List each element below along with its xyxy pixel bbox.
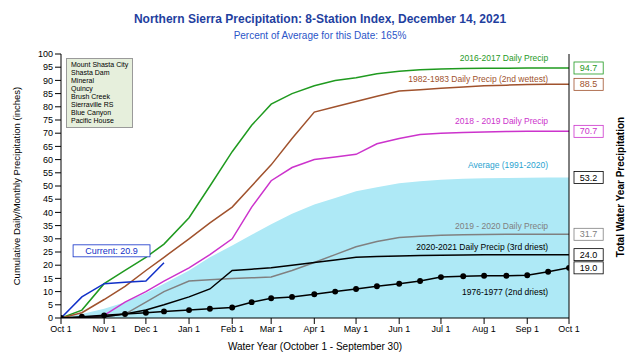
html-text:Pacific House: Pacific House: [71, 117, 114, 124]
svg-text:Feb 1: Feb 1: [221, 324, 244, 334]
svg-text:19.0: 19.0: [580, 263, 598, 273]
svg-text:90: 90: [43, 76, 53, 86]
svg-text:5: 5: [48, 300, 53, 310]
svg-text:10: 10: [43, 287, 53, 297]
svg-text:55: 55: [43, 168, 53, 178]
svg-text:31.7: 31.7: [580, 229, 598, 239]
svg-text:Dec 1: Dec 1: [134, 324, 158, 334]
svg-text:0: 0: [48, 313, 53, 323]
svg-text:25: 25: [43, 247, 53, 257]
svg-text:95: 95: [43, 62, 53, 72]
svg-text:24.0: 24.0: [580, 250, 598, 260]
svg-text:35: 35: [43, 221, 53, 231]
svg-text:50: 50: [43, 181, 53, 191]
svg-text:Jun 1: Jun 1: [388, 324, 410, 334]
svg-text:2016-2017 Daily Precip: 2016-2017 Daily Precip: [460, 53, 549, 63]
svg-text:53.2: 53.2: [580, 173, 598, 183]
svg-text:80: 80: [43, 102, 53, 112]
svg-text:Oct 1: Oct 1: [558, 324, 580, 334]
html-text:Northern Sierra Precipitation:: Northern Sierra Precipitation: 8-Station…: [133, 12, 507, 26]
svg-text:20: 20: [43, 260, 53, 270]
svg-text:May 1: May 1: [344, 324, 369, 334]
svg-text:94.7: 94.7: [580, 63, 598, 73]
html-text:Sierraville RS: Sierraville RS: [71, 101, 114, 108]
svg-text:88.5: 88.5: [580, 79, 598, 89]
svg-text:75: 75: [43, 115, 53, 125]
svg-text:2018 - 2019 Daily Precip: 2018 - 2019 Daily Precip: [455, 116, 548, 126]
svg-text:70: 70: [43, 128, 53, 138]
svg-text:Jan 1: Jan 1: [178, 324, 200, 334]
svg-text:100: 100: [38, 49, 53, 59]
svg-text:Apr 1: Apr 1: [304, 324, 326, 334]
svg-text:Oct 1: Oct 1: [50, 324, 72, 334]
html-text:Shasta Dam: Shasta Dam: [71, 69, 110, 76]
svg-text:Nov 1: Nov 1: [92, 324, 116, 334]
html-text:Mount Shasta City: Mount Shasta City: [71, 61, 129, 68]
svg-text:Jul 1: Jul 1: [431, 324, 450, 334]
html-text:Blue Canyon: Blue Canyon: [71, 109, 112, 116]
svg-text:70.7: 70.7: [580, 126, 598, 136]
html-text:Mineral: Mineral: [71, 77, 94, 84]
svg-text:Average (1991-2020): Average (1991-2020): [468, 160, 548, 170]
svg-text:60: 60: [43, 155, 53, 165]
svg-text:2019 - 2020 Daily Precip: 2019 - 2020 Daily Precip: [455, 221, 548, 231]
svg-text:Mar 1: Mar 1: [260, 324, 283, 334]
html-text:Percent of Average for this Da: Percent of Average for this Date: 165%: [233, 30, 407, 41]
html-text:Quincy: Quincy: [71, 85, 93, 92]
svg-text:45: 45: [43, 194, 53, 204]
html-text:Total Water Year Precipitation: Total Water Year Precipitation: [614, 116, 626, 258]
svg-text:40: 40: [43, 208, 53, 218]
svg-text:2020-2021 Daily Precip (3rd dr: 2020-2021 Daily Precip (3rd driest): [416, 242, 548, 252]
svg-text:Water Year (October 1 - Septem: Water Year (October 1 - September 30): [228, 341, 402, 352]
svg-text:65: 65: [43, 142, 53, 152]
svg-text:1976-1977 (2nd driest): 1976-1977 (2nd driest): [462, 287, 548, 297]
svg-text:Cumulative Daily/Monthly Preci: Cumulative Daily/Monthly Precipitation (…: [11, 87, 22, 286]
svg-text:Current: 20.9: Current: 20.9: [85, 246, 138, 256]
html-text:Brush Creek: Brush Creek: [71, 93, 110, 100]
svg-text:30: 30: [43, 234, 53, 244]
svg-text:85: 85: [43, 89, 53, 99]
svg-text:1982-1983 Daily Precip (2nd we: 1982-1983 Daily Precip (2nd wettest): [408, 74, 548, 84]
svg-text:Aug 1: Aug 1: [472, 324, 496, 334]
svg-text:Sep 1: Sep 1: [515, 324, 539, 334]
svg-text:15: 15: [43, 274, 53, 284]
